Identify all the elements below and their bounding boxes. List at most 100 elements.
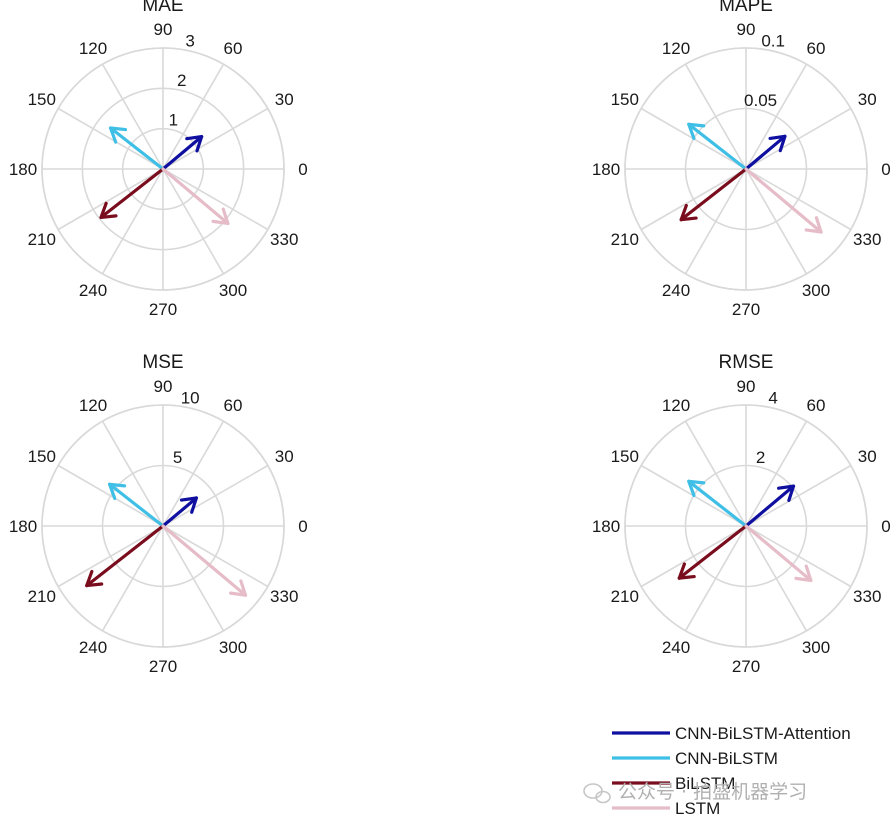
angle-tick-label: 30 [858, 447, 877, 466]
arrow-head [777, 484, 796, 503]
angle-tick-label: 150 [611, 447, 639, 466]
angle-tick-label: 240 [79, 638, 107, 657]
arrow-shaft [108, 126, 165, 171]
angle-tick-label: 120 [662, 39, 690, 58]
grid-spoke [640, 525, 747, 588]
angle-tick-label: 210 [28, 230, 56, 249]
chart-title: RMSE [719, 352, 774, 373]
arrow-shaft [687, 479, 748, 528]
chart-title: MSE [142, 352, 183, 373]
arrow-head [108, 482, 127, 500]
arrow-shaft [161, 524, 248, 597]
angle-tick-label: 30 [858, 90, 877, 109]
angle-tick-label: 300 [802, 281, 830, 300]
arrow-shaft [99, 167, 165, 220]
arrow-head [687, 479, 706, 497]
angle-tick-label: 240 [79, 281, 107, 300]
arrow-lstm [161, 167, 230, 226]
arrow-shaft [744, 524, 813, 583]
grid-spoke [162, 420, 225, 527]
arrow-head [211, 207, 230, 226]
angle-tick-label: 60 [807, 396, 826, 415]
arrow-cnn-bilstm [108, 482, 165, 528]
grid-spoke [745, 464, 852, 527]
legend-label: LSTM [675, 799, 720, 818]
angle-tick-label: 270 [732, 657, 760, 676]
angle-tick-label: 330 [853, 230, 881, 249]
arrow-bilstm [679, 167, 748, 222]
legend-entry: CNN-BiLSTM [612, 749, 778, 768]
arrow-cnn-bilstm-attention [161, 134, 204, 171]
grid-spoke [684, 63, 747, 170]
arrow-shaft [108, 482, 165, 528]
angle-tick-label: 150 [28, 90, 56, 109]
arrow-head [229, 579, 248, 597]
radial-tick-label: 0.1 [761, 32, 785, 51]
arrow-head [108, 126, 128, 144]
grid-spoke [162, 525, 269, 588]
arrow-shaft [744, 484, 796, 528]
angle-tick-label: 150 [611, 90, 639, 109]
angle-tick-label: 300 [219, 281, 247, 300]
arrow-cnn-bilstm-attention [744, 134, 787, 171]
arrow-shaft [677, 524, 748, 580]
angle-tick-label: 210 [611, 230, 639, 249]
radial-tick-label: 5 [173, 448, 182, 467]
legend-label: CNN-BiLSTM-Attention [675, 724, 851, 743]
arrow-head [794, 564, 813, 583]
radial-tick-label: 1 [169, 111, 178, 130]
grid-spoke [57, 464, 164, 527]
polar-chart-rmse: 0 30 60 90 120 150 180 210 240 270 300 330 2 4 RMSE [592, 352, 891, 676]
arrow-head [99, 201, 118, 220]
radial-tick-label: 10 [181, 389, 200, 408]
angle-tick-label: 120 [79, 39, 107, 58]
grid-spoke [162, 63, 225, 170]
grid-spoke [684, 525, 747, 632]
grid-spoke [101, 420, 164, 527]
arrow-bilstm [99, 167, 165, 220]
grid-spoke [101, 525, 164, 632]
legend-entry: LSTM [612, 799, 720, 818]
legend-entry: BiLSTM [612, 774, 735, 793]
radial-tick-label: 2 [177, 71, 186, 90]
grid-spoke [162, 168, 225, 275]
arrow-lstm [161, 524, 248, 597]
angle-tick-label: 240 [662, 638, 690, 657]
grid-spoke [745, 63, 808, 170]
radial-tick-label: 4 [768, 389, 777, 408]
angle-tick-label: 180 [9, 160, 37, 179]
angle-tick-label: 180 [9, 517, 37, 536]
grid-spoke [162, 107, 269, 170]
arrow-shaft [687, 122, 748, 171]
angle-tick-label: 30 [275, 447, 294, 466]
arrow-cnn-bilstm-attention [161, 496, 198, 528]
arrow-cnn-bilstm [687, 122, 748, 171]
angle-tick-label: 180 [592, 517, 620, 536]
angle-tick-label: 90 [154, 377, 173, 396]
angle-tick-label: 330 [853, 587, 881, 606]
grid-spoke [57, 168, 164, 231]
grid-spoke [745, 420, 808, 527]
angle-tick-label: 180 [592, 160, 620, 179]
angle-tick-label: 60 [224, 396, 243, 415]
arrow-shaft [85, 524, 165, 588]
legend-entry: CNN-BiLSTM-Attention [612, 724, 851, 743]
angle-tick-label: 240 [662, 281, 690, 300]
angle-tick-label: 60 [807, 39, 826, 58]
angle-tick-label: 270 [149, 300, 177, 319]
grid-spoke [745, 168, 808, 275]
angle-tick-label: 60 [224, 39, 243, 58]
chart-title: MAPE [719, 0, 773, 16]
arrow-shaft [161, 134, 204, 171]
grid-spoke [162, 464, 269, 527]
angle-tick-label: 0 [881, 160, 890, 179]
angle-tick-label: 330 [270, 230, 298, 249]
polar-chart-mape: 0 30 60 90 120 150 180 210 240 270 300 330 0.05 0.1 MA… [592, 0, 891, 319]
arrow-shaft [744, 167, 823, 234]
arrow-shaft [744, 134, 787, 171]
angle-tick-label: 120 [662, 396, 690, 415]
legend: CNN-BiLSTM-Attention CNN-BiLSTM BiLSTM LSTM [612, 724, 851, 818]
angle-tick-label: 0 [298, 160, 307, 179]
legend-label: BiLSTM [675, 774, 735, 793]
